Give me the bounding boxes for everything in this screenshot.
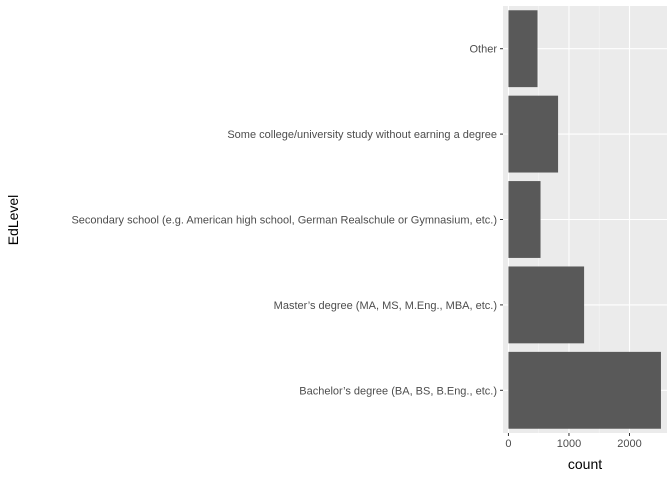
bar bbox=[508, 10, 538, 88]
bars bbox=[508, 10, 661, 429]
y-tick-label: Master’s degree (MA, MS, M.Eng., MBA, et… bbox=[274, 300, 497, 312]
x-axis-title: count bbox=[568, 456, 602, 472]
x-tick-label: 0 bbox=[505, 438, 511, 450]
bar bbox=[508, 95, 559, 173]
bar bbox=[508, 266, 585, 344]
x-tick-label: 2000 bbox=[617, 438, 641, 450]
bar bbox=[508, 181, 541, 258]
bar bbox=[508, 351, 661, 429]
x-tick-label: 1000 bbox=[557, 438, 581, 450]
y-tick-label: Bachelor’s degree (BA, BS, B.Eng., etc.) bbox=[299, 385, 497, 397]
y-tick-label: Other bbox=[469, 44, 497, 56]
y-tick-label: Secondary school (e.g. American high sch… bbox=[71, 215, 497, 227]
y-axis-title: EdLevel bbox=[5, 195, 21, 246]
y-tick-label: Some college/university study without ea… bbox=[227, 129, 497, 141]
x-axis: 0 1000 2000 bbox=[505, 433, 642, 450]
y-axis: Bachelor’s degree (BA, BS, B.Eng., etc.)… bbox=[71, 44, 503, 397]
